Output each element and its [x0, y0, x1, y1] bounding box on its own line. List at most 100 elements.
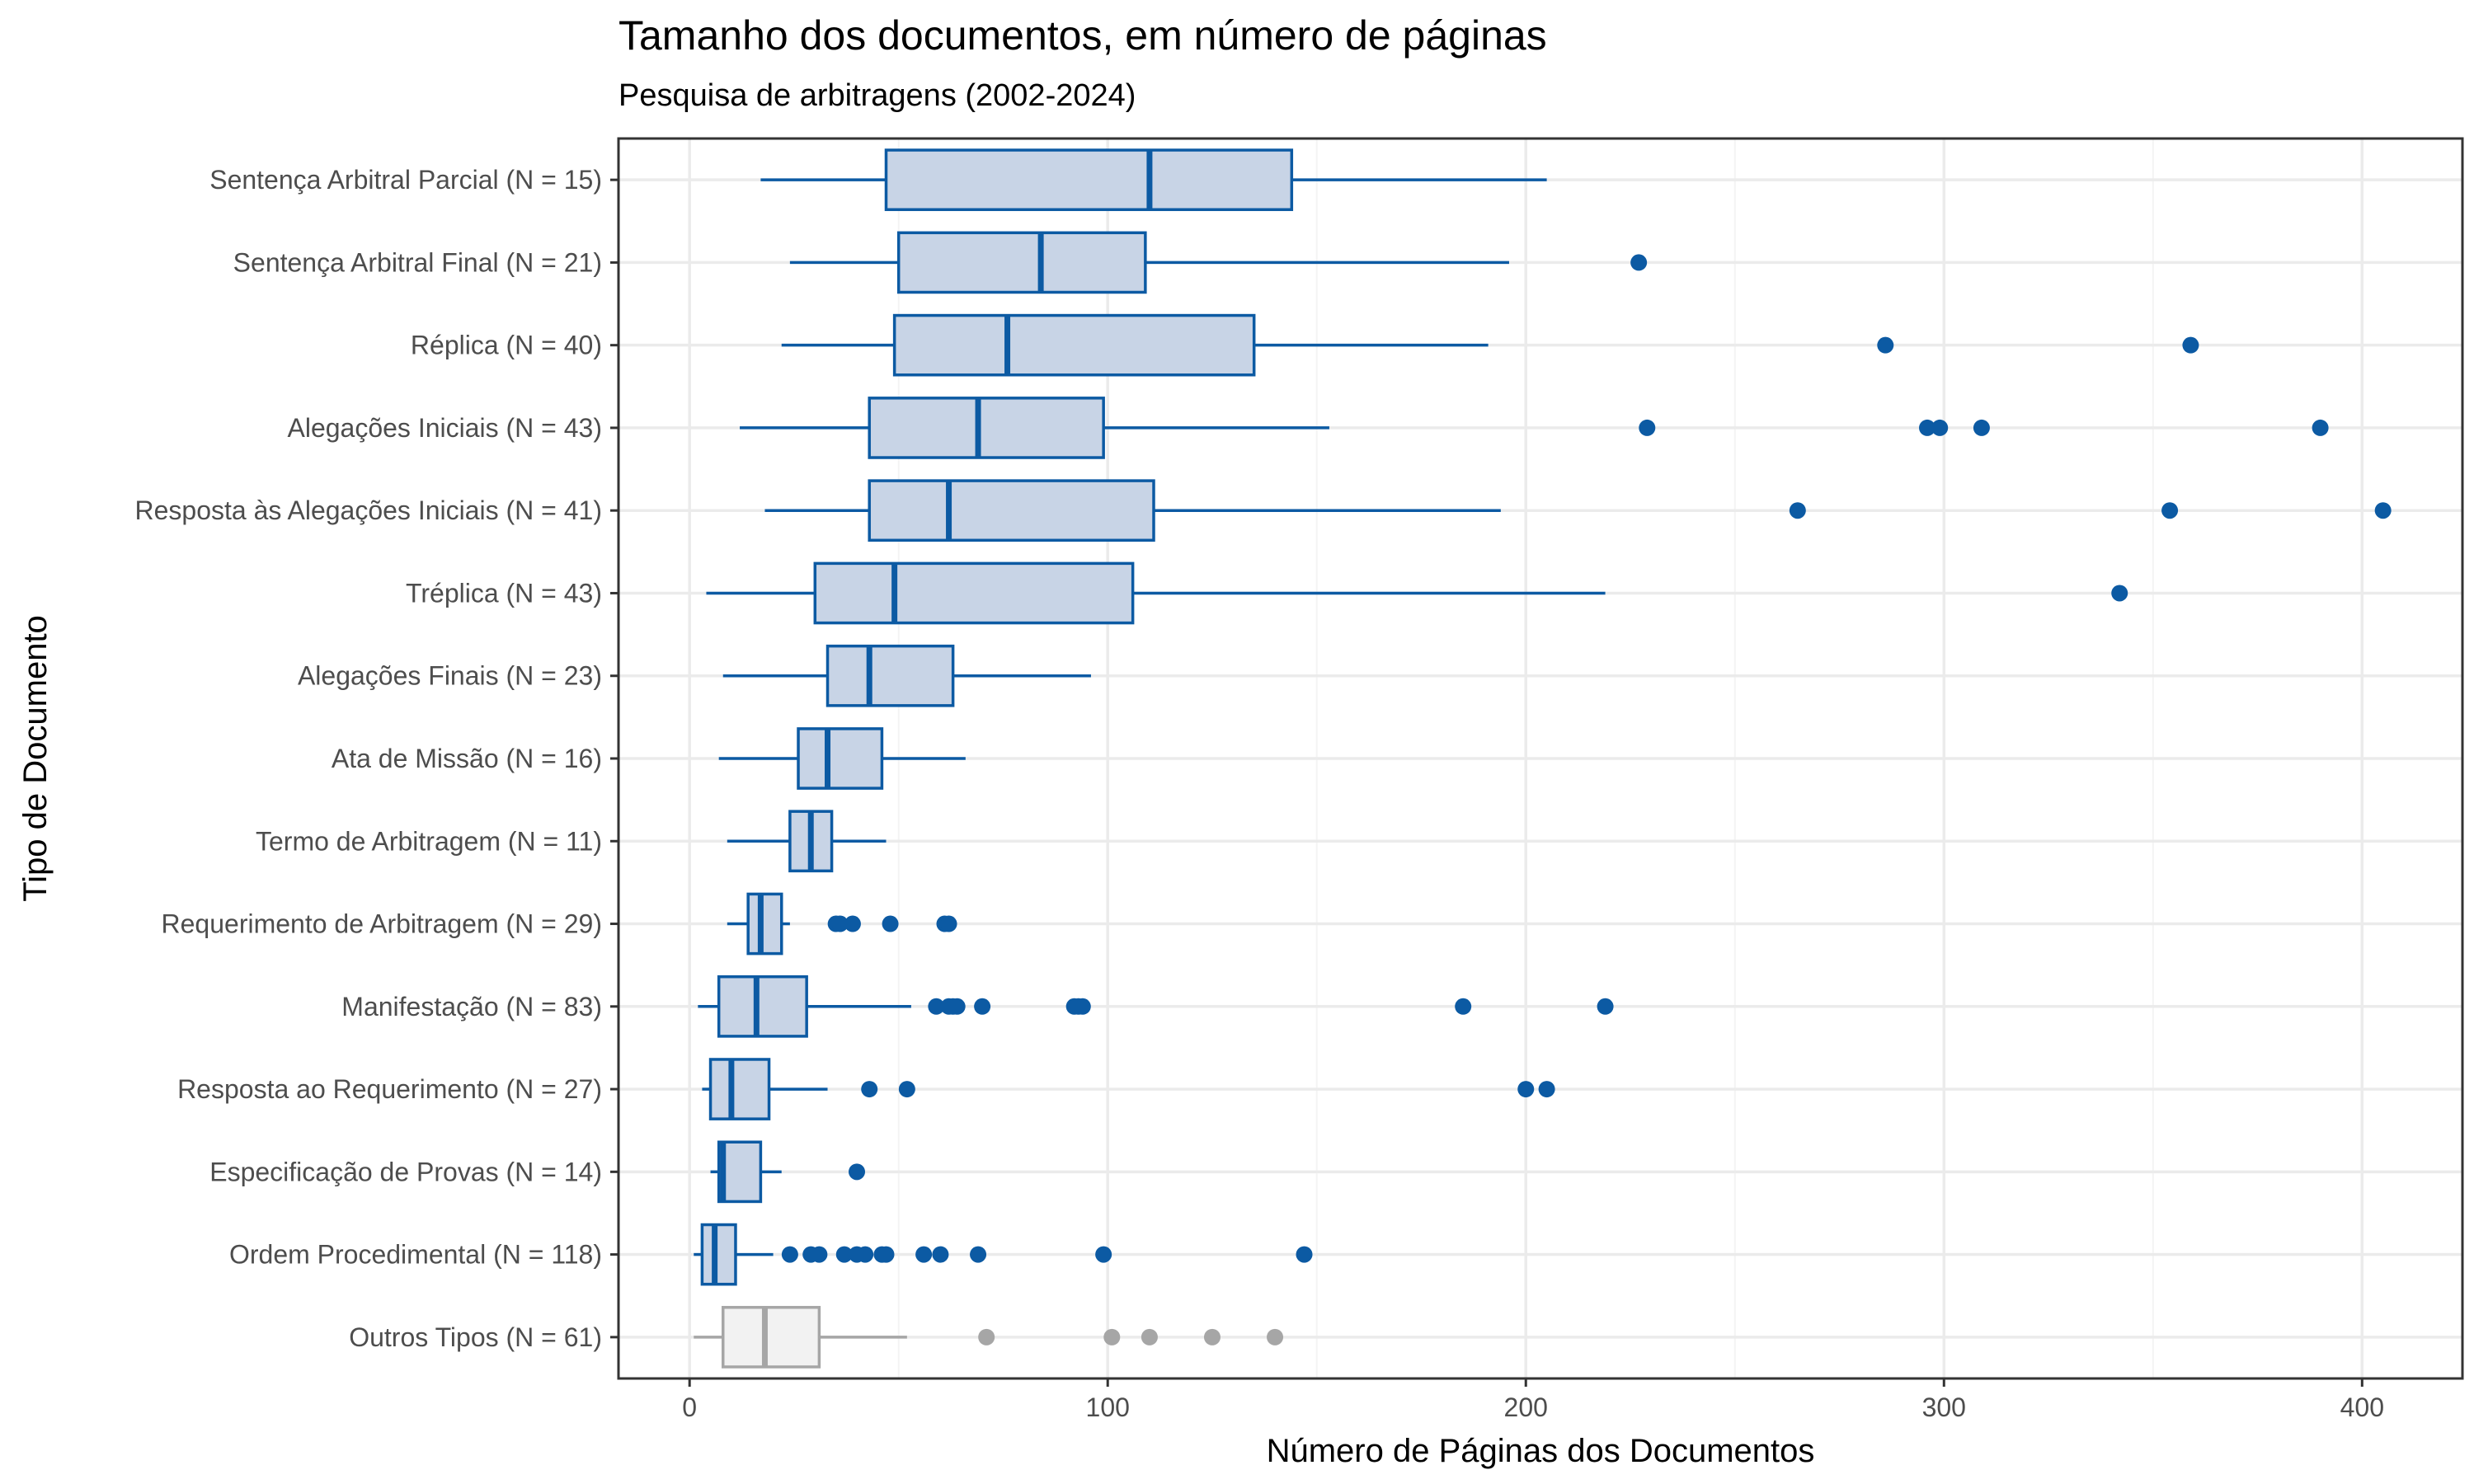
outlier-point [877, 1246, 895, 1263]
outlier-point [2374, 502, 2392, 519]
box-group [698, 974, 1614, 1038]
box-iqr [884, 148, 1294, 211]
x-tick-label: 200 [1504, 1392, 1548, 1422]
y-tick-label: Resposta às Alegações Iniciais (N = 41) [134, 495, 602, 525]
outlier-point [781, 1246, 798, 1263]
outlier-point [882, 915, 899, 932]
box-iqr [868, 479, 1155, 542]
outlier-point [1639, 419, 1656, 436]
box-iqr [825, 644, 955, 707]
y-tick-label: Especificação de Provas (N = 14) [209, 1157, 602, 1186]
x-tick-label: 0 [682, 1392, 697, 1422]
outlier-point [915, 1246, 933, 1263]
box-group [694, 1306, 1284, 1369]
outlier-point [857, 1246, 874, 1263]
outlier-point [974, 998, 991, 1015]
outlier-point [1203, 1328, 1221, 1345]
x-axis-label: Número de Páginas dos Documentos [1267, 1433, 1815, 1469]
box-iqr [746, 892, 783, 956]
box-iqr [868, 397, 1105, 459]
outlier-point [1296, 1246, 1313, 1263]
y-tick-label: Alegações Finais (N = 23) [298, 661, 602, 691]
outlier-point [1877, 336, 1894, 354]
outlier-point [844, 915, 861, 932]
outlier-point [2182, 336, 2199, 354]
y-tick-label: Requerimento de Arbitragem (N = 29) [162, 909, 602, 939]
outlier-point [1919, 419, 1936, 436]
outlier-point [1597, 998, 1614, 1015]
box-group [694, 1223, 1313, 1286]
y-tick-label: Sentença Arbitral Parcial (N = 15) [209, 165, 602, 195]
x-tick-label: 400 [2340, 1392, 2384, 1422]
y-tick-label: Réplica (N = 40) [411, 331, 602, 360]
outlier-point [932, 1246, 949, 1263]
x-axis: 0 100 200 300 400 [682, 1378, 2384, 1422]
outlier-point [811, 1246, 828, 1263]
outlier-point [1103, 1328, 1121, 1345]
box-iqr [813, 561, 1135, 625]
box-group [727, 892, 957, 956]
outlier-point [2312, 419, 2329, 436]
outlier-point [2111, 585, 2128, 602]
box-series [694, 148, 2392, 1369]
box-group [718, 727, 966, 790]
outlier-point [1973, 419, 1990, 436]
box-iqr [896, 231, 1147, 294]
outlier-point [1931, 419, 1949, 436]
outlier-point [2161, 502, 2179, 519]
box-iqr [717, 974, 808, 1038]
outlier-point [831, 915, 849, 932]
outlier-point [940, 915, 957, 932]
box-group [727, 810, 887, 873]
outlier-point [849, 1163, 866, 1181]
box-iqr [708, 1058, 771, 1120]
plot-panel [617, 137, 2464, 1380]
x-tick-label: 100 [1086, 1392, 1130, 1422]
y-tick-label: Termo de Arbitragem (N = 11) [256, 826, 602, 856]
box-iqr [892, 313, 1256, 377]
outlier-point [948, 998, 966, 1015]
y-axis-label: Tipo de Documento [17, 615, 54, 902]
y-tick-label: Manifestação (N = 83) [341, 992, 602, 1021]
outlier-point [978, 1328, 995, 1345]
outlier-point [1630, 254, 1648, 271]
y-axis: Sentença Arbitral Parcial (N = 15) Senten… [134, 165, 618, 1352]
outlier-point [928, 998, 945, 1015]
box-iqr [722, 1306, 821, 1369]
outlier-point [835, 1246, 853, 1263]
box-group [710, 1140, 866, 1204]
outlier-point [1789, 502, 1806, 519]
box-iqr [797, 727, 884, 790]
outlier-point [1095, 1246, 1112, 1263]
box-group [781, 313, 2199, 377]
y-tick-label: Resposta ao Requerimento (N = 27) [177, 1074, 602, 1104]
outlier-point [1074, 998, 1091, 1015]
outlier-point [1538, 1081, 1555, 1098]
outlier-point [861, 1081, 878, 1098]
box-group [706, 561, 2128, 625]
y-tick-label: Tréplica (N = 43) [406, 578, 602, 608]
y-tick-label: Ordem Procedimental (N = 118) [229, 1240, 602, 1270]
outlier-point [1267, 1328, 1284, 1345]
box-group [764, 479, 2392, 542]
box-group [789, 231, 1648, 294]
outlier-point [1455, 998, 1472, 1015]
y-tick-label: Alegações Iniciais (N = 43) [287, 413, 602, 443]
outlier-point [970, 1246, 987, 1263]
outlier-point [1517, 1081, 1535, 1098]
chart-subtitle: Pesquisa de arbitragens (2002-2024) [618, 78, 1136, 113]
y-tick-label: Sentença Arbitral Final (N = 21) [233, 247, 602, 277]
box-group [702, 1058, 1555, 1120]
box-group [740, 397, 2329, 459]
y-tick-label: Ata de Missão (N = 16) [332, 744, 602, 773]
chart-title: Tamanho dos documentos, em número de pág… [618, 12, 1547, 59]
outlier-point [1141, 1328, 1158, 1345]
box-iqr [700, 1223, 737, 1286]
box-group [722, 644, 1091, 707]
outlier-point [898, 1081, 915, 1098]
x-tick-label: 300 [1922, 1392, 1966, 1422]
y-tick-label: Outros Tipos (N = 61) [349, 1322, 602, 1352]
box-group [760, 148, 1547, 211]
